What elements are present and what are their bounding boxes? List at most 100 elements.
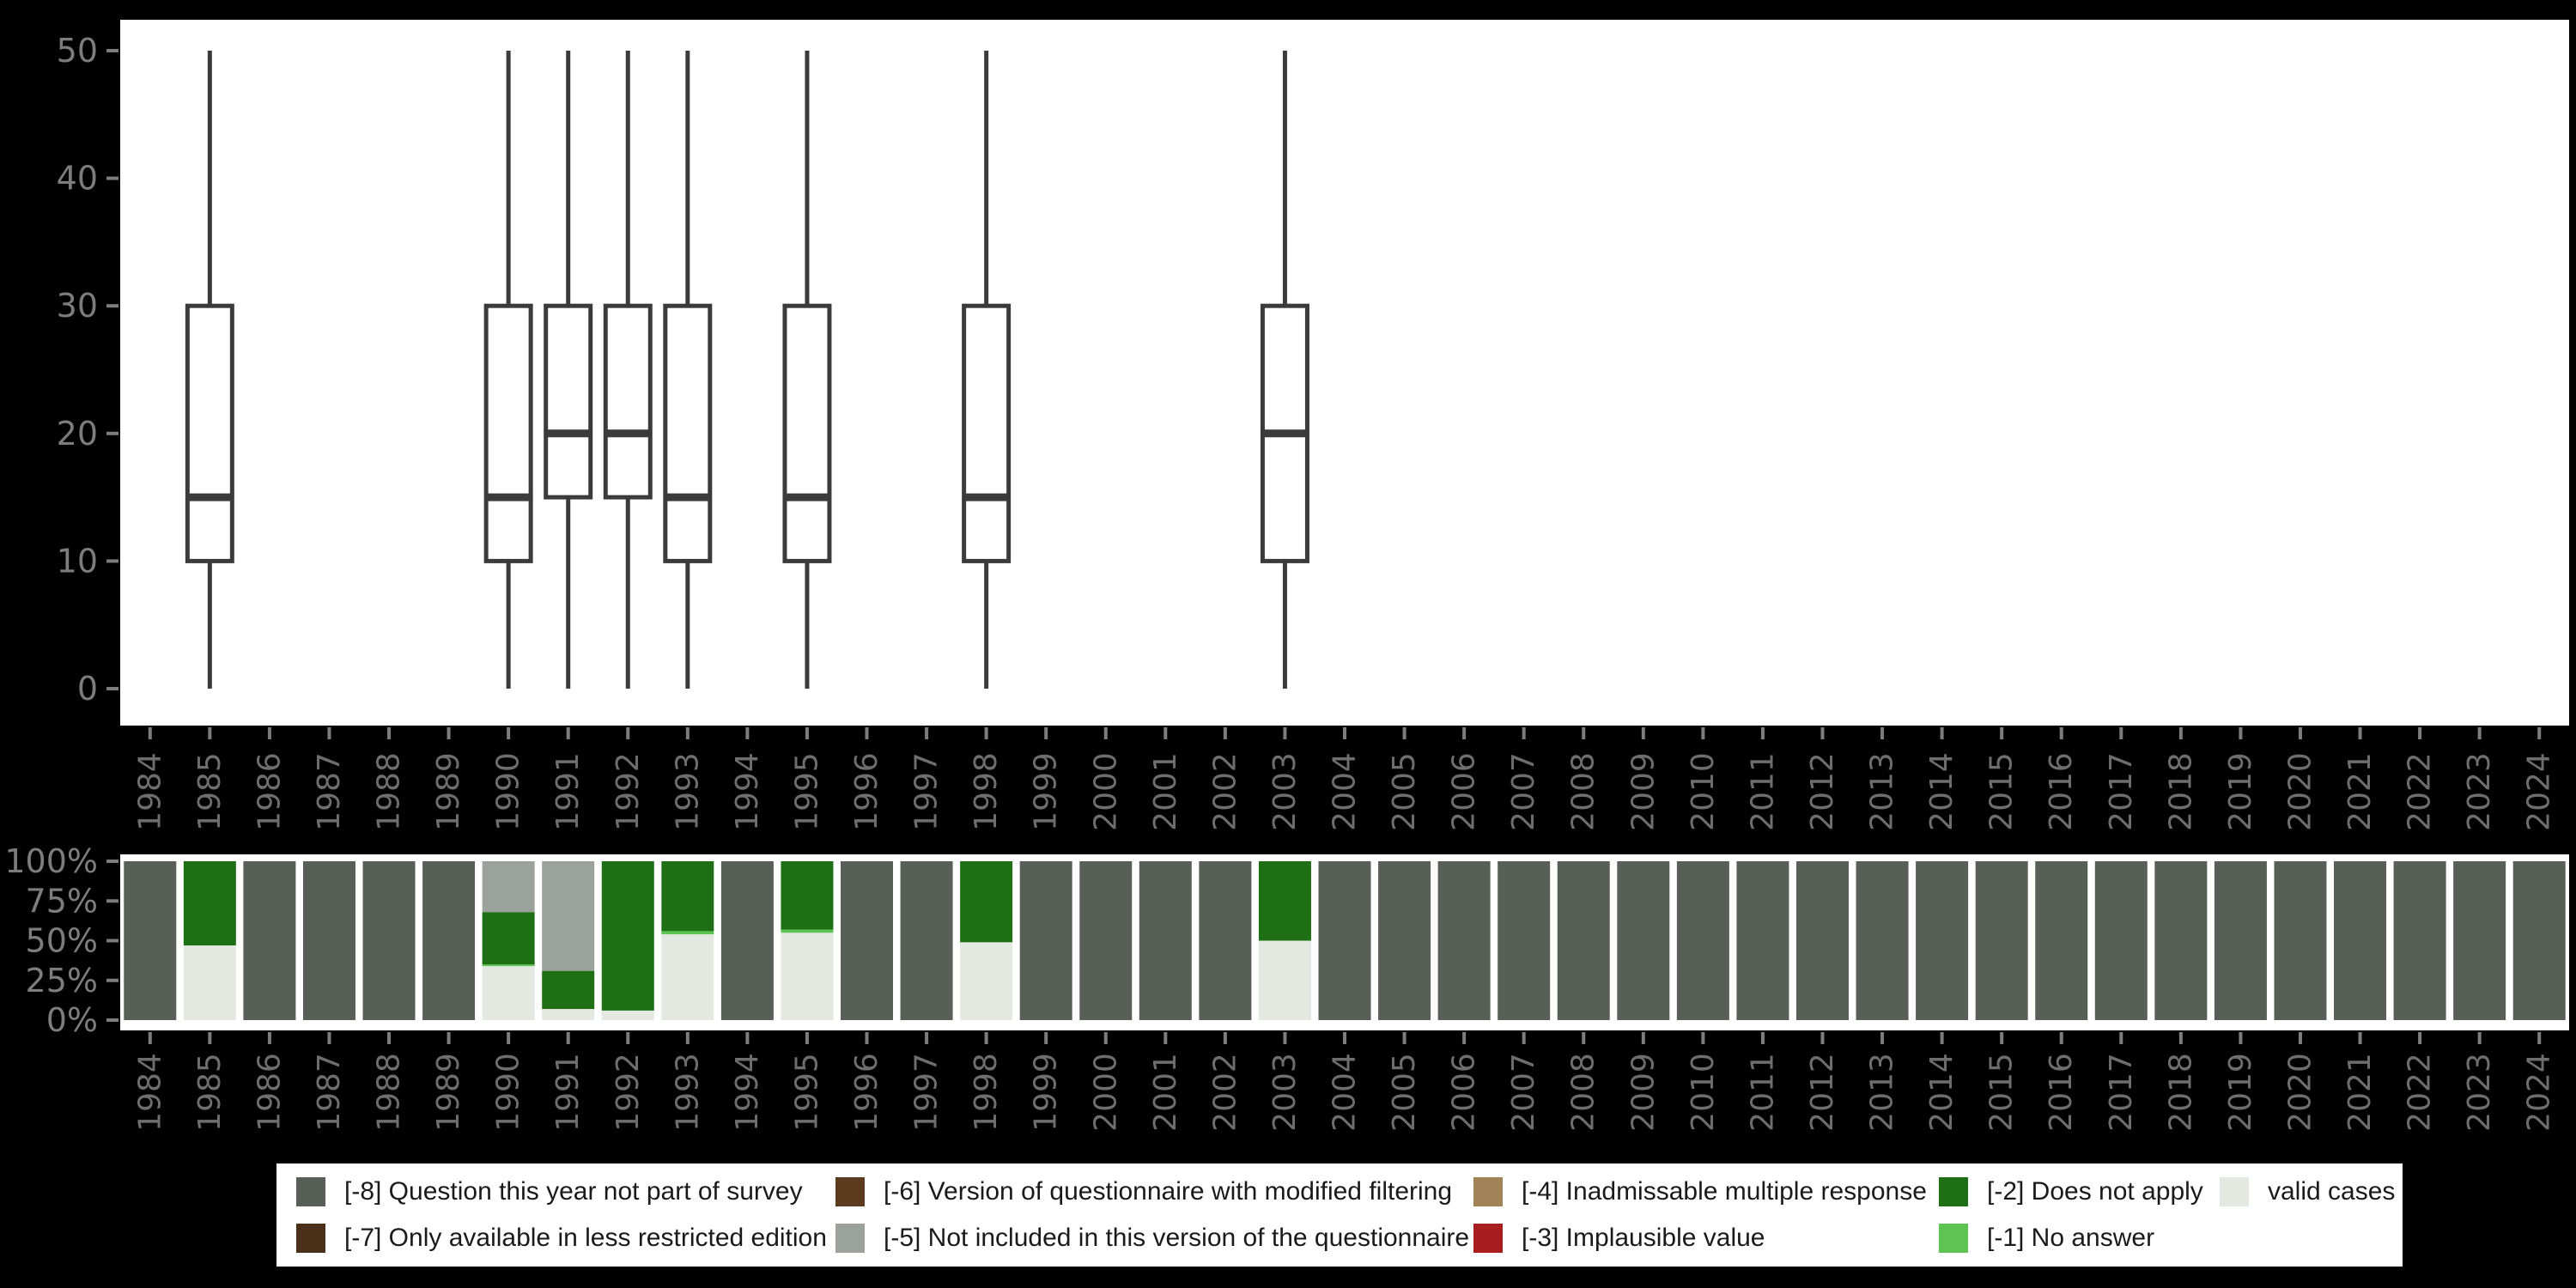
- bar-2009-segment--8: [1617, 861, 1670, 1020]
- bars-year-label: 2016: [2044, 1053, 2079, 1132]
- bars-year-label: 2010: [1686, 1053, 1721, 1132]
- boxplot-year-label: 2013: [1865, 752, 1900, 831]
- legend-label-valid-cases: valid cases: [2268, 1177, 2396, 1206]
- boxplot-year-label: 2006: [1447, 752, 1482, 831]
- bar-2003-segment-valid: [1258, 940, 1311, 1020]
- legend-swatch-minus4: [1473, 1177, 1503, 1206]
- bars-year-label: 1989: [431, 1053, 466, 1132]
- boxplot-year-label: 2018: [2163, 752, 2198, 831]
- boxplot-year-label: 2017: [2104, 752, 2139, 831]
- boxplot-year-label: 2009: [1625, 752, 1661, 831]
- bar-1990-segment--1: [482, 964, 535, 967]
- missing-values-chart: 0%25%50%75%100% 1984 1985 1986 1987 1988 1989 1…: [4, 842, 2569, 1132]
- boxplot-year-label: 2022: [2403, 752, 2438, 831]
- bars-ytick-label: 25%: [26, 962, 98, 999]
- boxplot-year-label: 1995: [789, 752, 824, 831]
- bars-year-label: 2008: [1566, 1053, 1601, 1132]
- bar-2001-segment--8: [1139, 861, 1192, 1020]
- bars-year-label: 2023: [2462, 1053, 2497, 1132]
- legend-item-minus5: [-5] Not included in this version of the…: [835, 1224, 1473, 1253]
- bar-2007-segment--8: [1498, 861, 1551, 1020]
- bar-2012-segment--8: [1795, 861, 1849, 1020]
- boxplot-year-label: 2021: [2342, 752, 2378, 831]
- bar-2012: [1795, 861, 1849, 1020]
- bar-2020-segment--8: [2274, 861, 2327, 1020]
- boxplot-year-label: 1997: [909, 752, 945, 831]
- legend-swatch-minus8: [296, 1177, 325, 1206]
- bars-ytick-label: 0%: [46, 1001, 98, 1039]
- bar-1988: [362, 861, 416, 1020]
- boxplot-box-1985: [185, 51, 234, 689]
- boxplot-year-label: 2014: [1924, 752, 1959, 831]
- bar-2007: [1498, 861, 1551, 1020]
- boxplot-year-label: 1994: [730, 752, 765, 831]
- boxplot-year-label: 1985: [192, 752, 228, 831]
- bar-2018: [2154, 861, 2208, 1020]
- boxplot-box-2003: [1260, 51, 1309, 689]
- legend-label-minus3: [-3] Implausible value: [1522, 1224, 1765, 1252]
- bars-year-label: 2006: [1447, 1053, 1482, 1132]
- bar-2010: [1676, 861, 1729, 1020]
- legend-label-minus7: [-7] Only available in less restricted e…: [344, 1224, 827, 1252]
- bar-2021-segment--8: [2334, 861, 2387, 1020]
- bars-year-label: 1986: [252, 1053, 287, 1132]
- boxplot-year-label: 2001: [1148, 752, 1183, 831]
- bars-year-label: 1984: [132, 1053, 167, 1132]
- boxplot-year-label: 1988: [372, 752, 407, 831]
- boxplot-ytick-label: 0: [77, 670, 98, 708]
- bar-2006: [1437, 861, 1491, 1020]
- boxplot-ytick-label: 30: [57, 287, 98, 325]
- bars-year-label: 1987: [312, 1053, 347, 1132]
- boxplot-year-label: 1998: [969, 752, 1004, 831]
- legend-item-minus2: [-2] Does not apply: [1939, 1177, 2220, 1206]
- bar-1995: [781, 861, 834, 1020]
- boxplot-year-label: 2010: [1686, 752, 1721, 831]
- bars-year-label: 1988: [372, 1053, 407, 1132]
- bar-2022: [2393, 861, 2446, 1020]
- bar-2001: [1139, 861, 1192, 1020]
- legend-label-minus6: [-6] Version of questionnaire with modif…: [884, 1177, 1453, 1206]
- bar-1988-segment--8: [362, 861, 416, 1020]
- bar-2020: [2274, 861, 2327, 1020]
- bar-1993: [661, 861, 714, 1020]
- bar-2003-segment--2: [1258, 861, 1311, 941]
- bar-1986-segment--8: [243, 861, 296, 1020]
- bars-year-label: 1985: [192, 1053, 228, 1132]
- bars-year-label: 1998: [969, 1053, 1004, 1132]
- bars-year-label: 2021: [2342, 1053, 2378, 1132]
- legend-label-minus5: [-5] Not included in this version of the…: [884, 1224, 1470, 1252]
- boxplot-y-axis: 0 10 20 30 40 50: [57, 32, 118, 708]
- legend-swatch-valid-cases: [2220, 1177, 2249, 1206]
- boxplot-year-label: 2002: [1207, 752, 1242, 831]
- boxplot-year-label: 1993: [670, 752, 705, 831]
- bars-year-label: 2014: [1924, 1053, 1959, 1132]
- bar-2018-segment--8: [2154, 861, 2208, 1020]
- bar-1995-segment--2: [781, 861, 834, 930]
- bars-year-label: 1993: [670, 1053, 705, 1132]
- legend-item-valid-cases: valid cases: [2220, 1177, 2403, 1206]
- bars-y-axis: 0%25%50%75%100%: [4, 842, 118, 1039]
- legend-swatch-minus7: [296, 1224, 325, 1253]
- bar-2010-segment--8: [1676, 861, 1729, 1020]
- boxplot-year-label: 2024: [2522, 752, 2557, 831]
- bar-2005-segment--8: [1378, 861, 1431, 1020]
- bar-1995-segment--1: [781, 929, 834, 933]
- bar-2014: [1916, 861, 1969, 1020]
- bar-1994: [720, 861, 774, 1020]
- bar-2023-segment--8: [2453, 861, 2506, 1020]
- bar-2016-segment--8: [2035, 861, 2088, 1020]
- boxplot-box-1998: [962, 51, 1012, 689]
- bar-2024-segment--8: [2512, 861, 2566, 1020]
- bar-1984-segment--8: [124, 861, 177, 1020]
- bar-2006-segment--8: [1437, 861, 1491, 1020]
- boxplot-box-1993: [663, 51, 713, 689]
- bars-year-label: 2018: [2163, 1053, 2198, 1132]
- boxplot-year-label: 2016: [2044, 752, 2079, 831]
- legend-label-minus4: [-4] Inadmissable multiple response: [1522, 1177, 1927, 1206]
- boxplot-ytick-label: 50: [57, 32, 98, 70]
- bar-2023: [2453, 861, 2506, 1020]
- bars-year-label: 2009: [1625, 1053, 1661, 1132]
- bar-1998-segment-valid: [960, 942, 1013, 1020]
